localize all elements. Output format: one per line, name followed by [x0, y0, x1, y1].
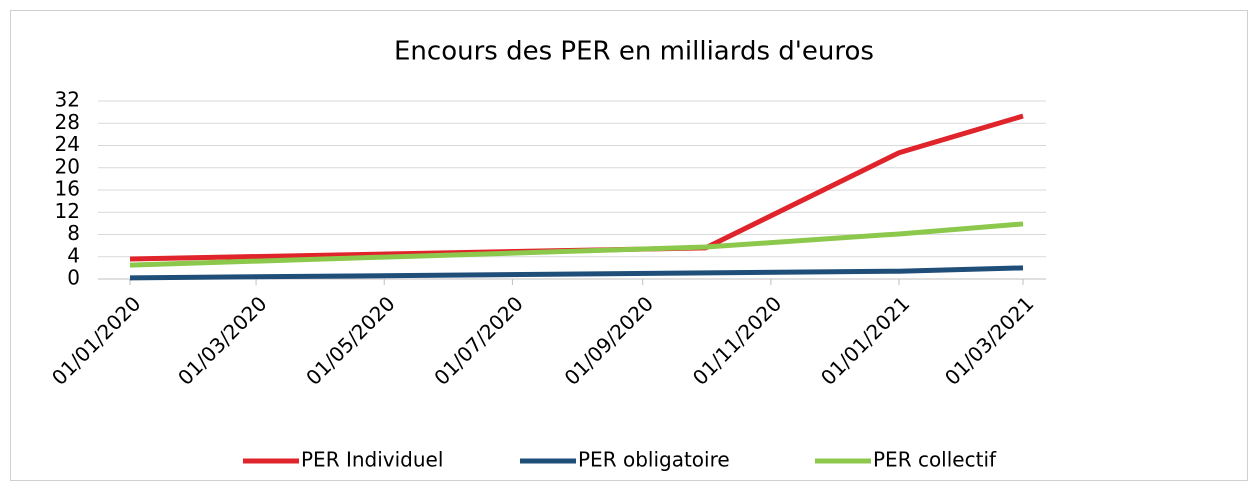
- y-tick-label: 32: [55, 88, 80, 112]
- y-tick-label: 20: [55, 154, 80, 178]
- y-tick-label: 16: [55, 177, 80, 201]
- series-line: [129, 221, 1024, 268]
- y-tick-label: 12: [55, 199, 80, 223]
- y-tick-label: 0: [67, 266, 80, 290]
- chart-frame: [10, 10, 1248, 481]
- y-tick-label: 28: [55, 110, 80, 134]
- legend-label: PER Individuel: [301, 448, 443, 472]
- legend-label: PER collectif: [873, 448, 997, 472]
- y-tick-label: 24: [55, 132, 80, 156]
- chart-title: Encours des PER en milliards d'euros: [394, 37, 874, 67]
- series-line: [129, 265, 1024, 281]
- series-line: [129, 113, 1024, 262]
- legend-label: PER obligatoire: [578, 448, 730, 472]
- y-tick-label: 8: [67, 221, 80, 245]
- y-tick-label: 4: [67, 243, 80, 267]
